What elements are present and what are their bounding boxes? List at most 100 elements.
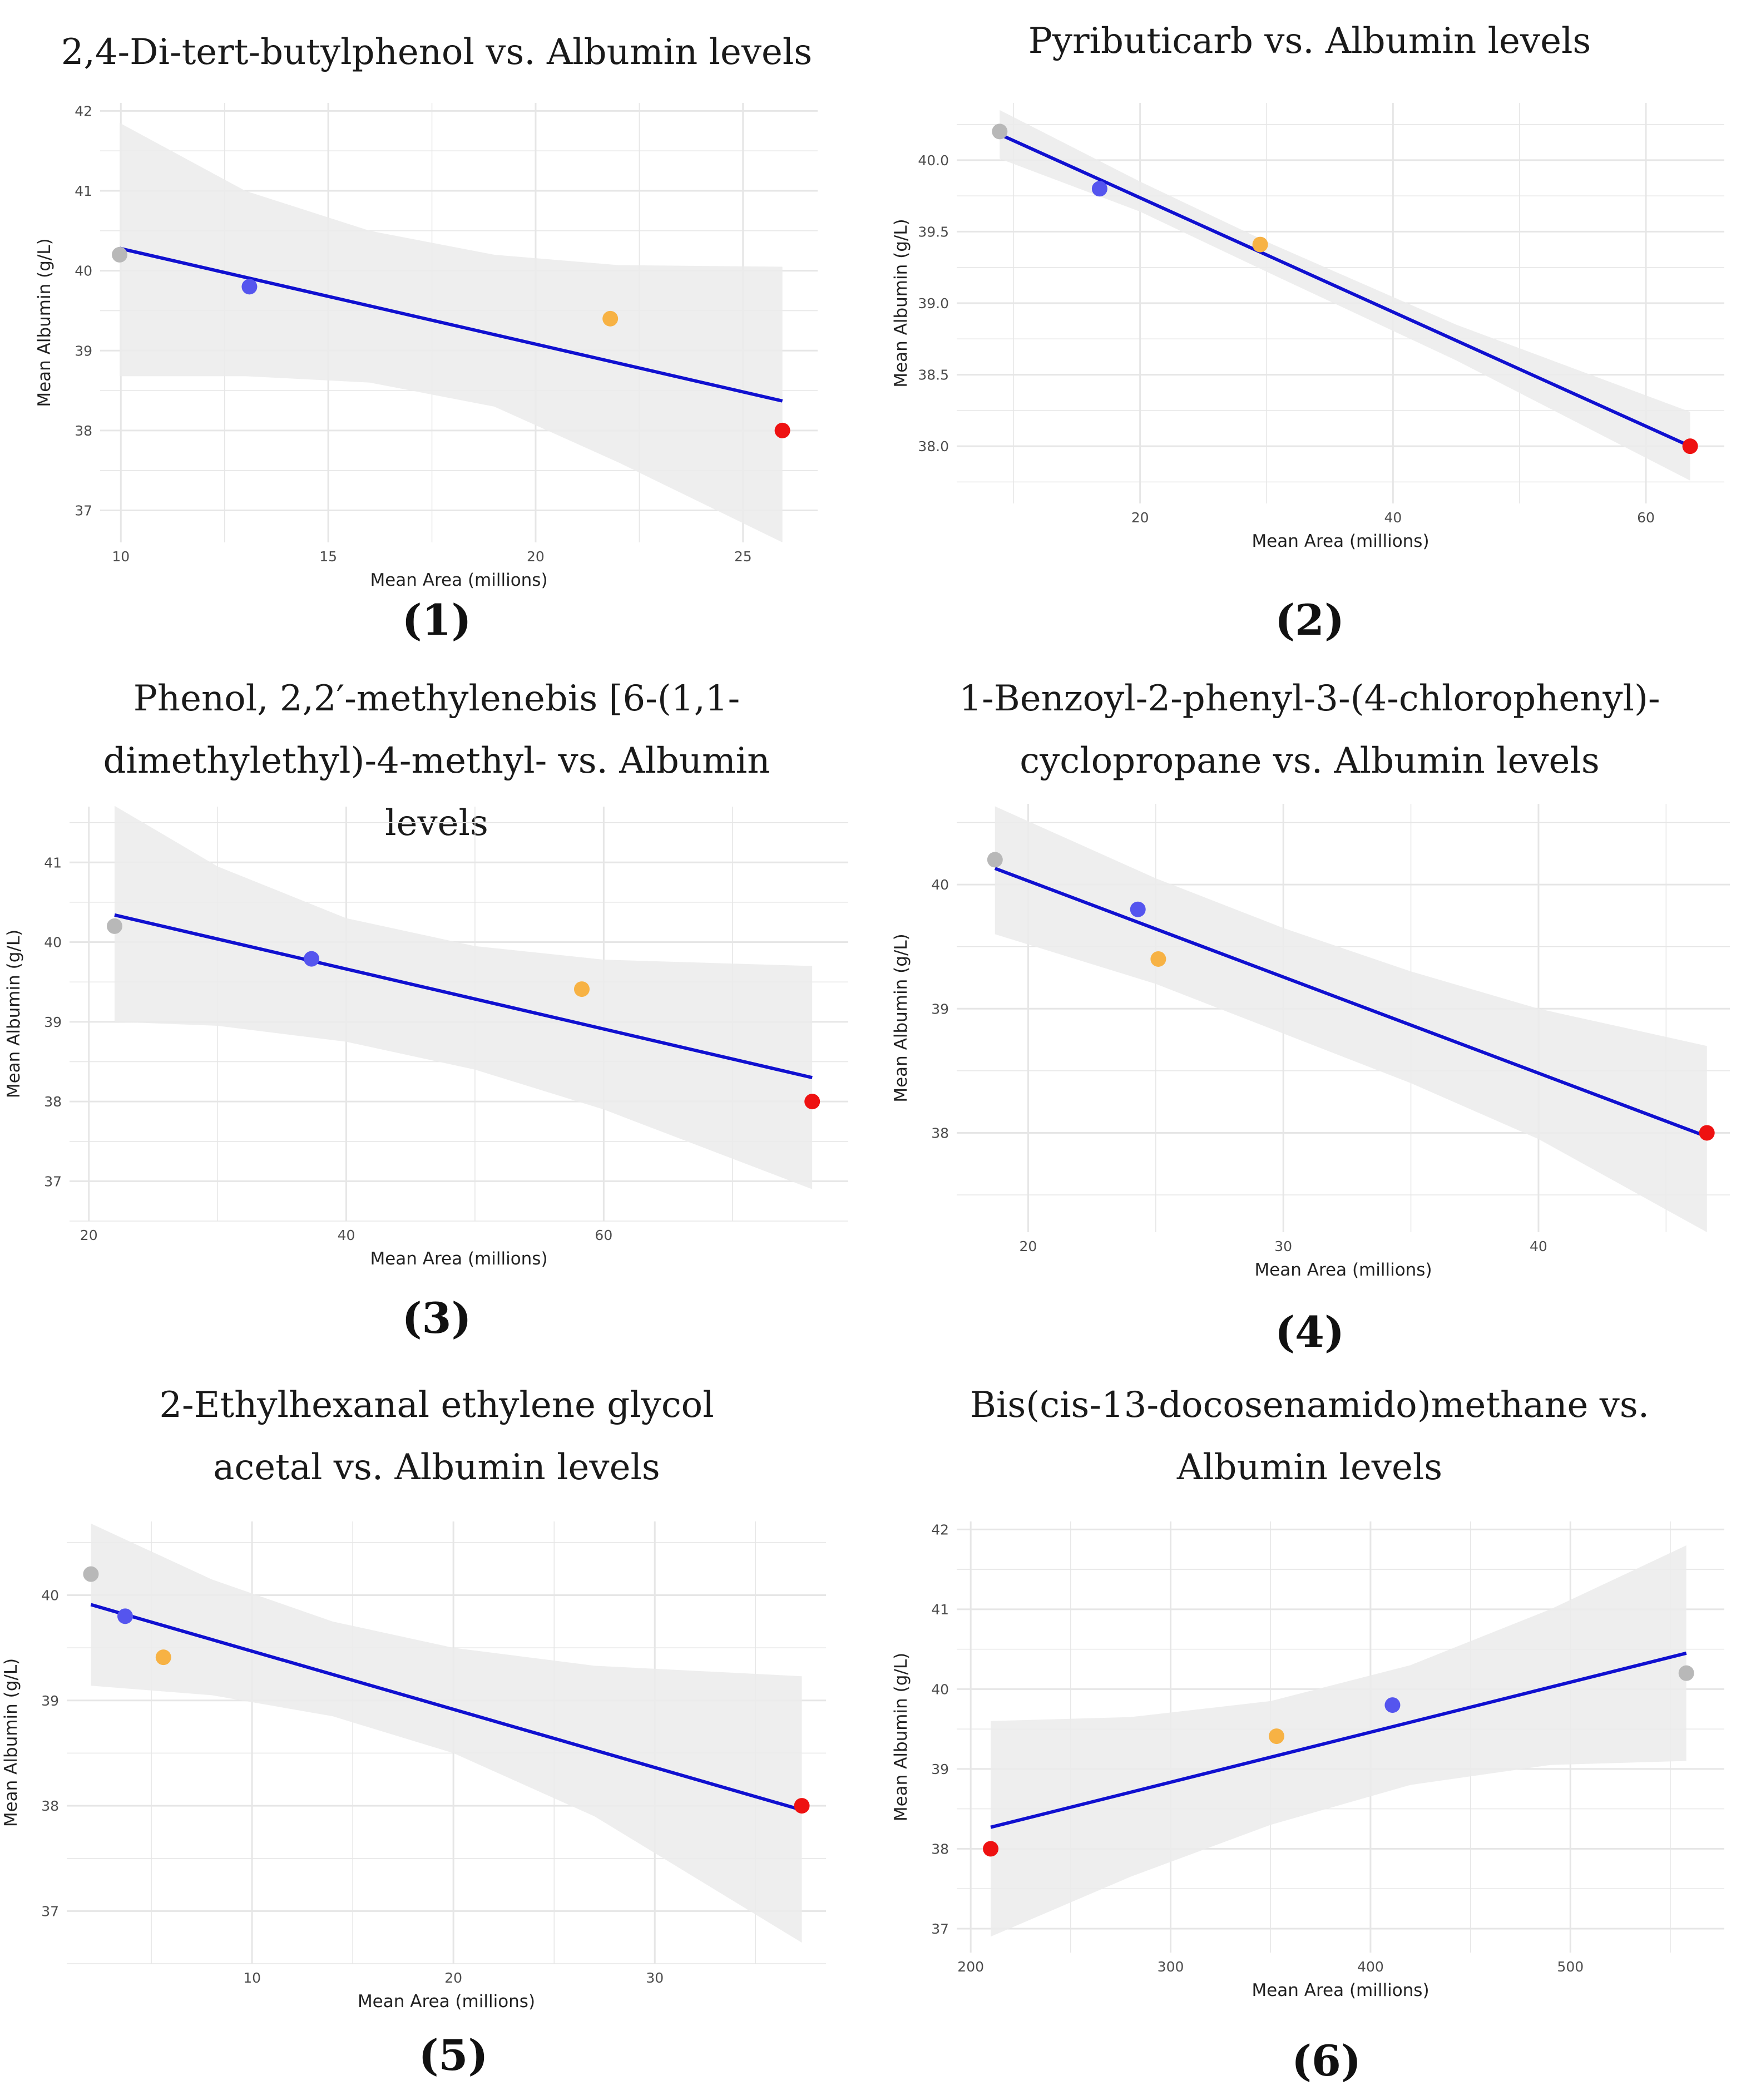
- data-point: [106, 918, 122, 934]
- x-tick-label: 20: [80, 1227, 98, 1243]
- y-tick-label: 38.5: [918, 367, 949, 383]
- panel-caption: (6): [1292, 2036, 1361, 2086]
- panel-caption-number: 6: [1312, 2036, 1341, 2086]
- chart-plot: 200 300 400 500 37 38 39 40 41 42 Mean Area (milli…: [891, 1521, 1724, 2000]
- x-tick-label: 40: [1530, 1238, 1547, 1254]
- data-point: [1699, 1125, 1715, 1141]
- chart-title: Bis(cis-13-docosenamido)methane vs. Albu…: [970, 1385, 1650, 1488]
- data-point: [573, 981, 590, 997]
- chart-title: 1-Benzoyl-2-phenyl-3-(4-chlorophenyl)-cy…: [959, 678, 1660, 782]
- x-tick-label: 20: [444, 1970, 462, 1986]
- x-tick-label: 200: [957, 1959, 984, 1975]
- y-axis-label: Mean Albumin (g/L): [891, 219, 911, 387]
- panel-caption: (2): [1275, 595, 1344, 645]
- chart-panel-6: Bis(cis-13-docosenamido)methane vs. Albu…: [873, 1374, 1746, 2100]
- x-tick-label: 20: [1020, 1238, 1037, 1254]
- y-axis-label: Mean Albumin (g/L): [1, 1658, 21, 1827]
- data-point: [1682, 438, 1698, 454]
- data-point: [992, 123, 1008, 140]
- panel-caption-number: 2: [1295, 595, 1324, 645]
- y-tick-label: 38: [41, 1798, 59, 1814]
- confidence-band: [1000, 110, 1690, 481]
- chart-panel-2: Pyributicarb vs. Albumin levels 20 40 60 38…: [873, 0, 1746, 668]
- y-axis-label: Mean Albumin (g/L): [891, 1653, 911, 1821]
- x-tick-label: 20: [527, 549, 545, 565]
- x-tick-label: 25: [734, 549, 752, 565]
- y-tick-label: 39: [931, 1761, 949, 1777]
- confidence-band: [91, 1523, 802, 1943]
- y-tick-label: 40: [75, 263, 92, 279]
- x-axis-label: Mean Area (millions): [1254, 1260, 1432, 1280]
- x-tick-label: 10: [243, 1970, 261, 1986]
- panel-caption-number: 4: [1295, 1307, 1324, 1357]
- panel-caption-number: 5: [438, 2030, 468, 2080]
- chart-title: Pyributicarb vs. Albumin levels: [1028, 21, 1591, 62]
- x-tick-label: 500: [1557, 1959, 1584, 1975]
- y-tick-label: 37: [41, 1903, 59, 1919]
- regression-line: [990, 1651, 1687, 1829]
- regression-line: [90, 1603, 803, 1812]
- x-tick-label: 40: [338, 1227, 355, 1243]
- chart-title: Phenol, 2,2′-methylenebis [6-(1,1-dimeth…: [103, 678, 770, 844]
- regression-line: [999, 132, 1691, 448]
- x-tick-label: 20: [1131, 510, 1149, 526]
- y-tick-label: 38: [44, 1094, 62, 1110]
- panel-caption: (5): [418, 2030, 488, 2080]
- x-axis-label: Mean Area (millions): [1252, 531, 1429, 551]
- y-tick-label: 41: [931, 1602, 949, 1618]
- y-tick-label: 38: [931, 1841, 949, 1857]
- chart-panel-5: 2-Ethylhexanal ethylene glycol acetal vs…: [0, 1374, 873, 2100]
- y-tick-label: 41: [44, 854, 62, 871]
- y-tick-label: 40: [931, 877, 949, 893]
- panel-caption-number: 3: [422, 1293, 452, 1343]
- panel-caption: (3): [402, 1293, 472, 1343]
- y-tick-label: 39: [75, 343, 92, 359]
- y-tick-label: 41: [75, 183, 92, 199]
- y-tick-label: 37: [44, 1173, 62, 1189]
- y-tick-label: 40: [41, 1588, 59, 1604]
- data-point: [117, 1608, 133, 1624]
- chart-plot: 10 20 30 37 38 39 40 Mean Area (millions) Mean A…: [1, 1521, 826, 2012]
- y-tick-label: 39: [931, 1001, 949, 1017]
- x-tick-label: 30: [646, 1970, 664, 1986]
- x-axis-label: Mean Area (millions): [1252, 1980, 1429, 2000]
- x-axis-label: Mean Area (millions): [370, 570, 547, 590]
- data-point: [1678, 1665, 1694, 1681]
- data-point: [1091, 181, 1107, 197]
- chart-plot: 10 15 20 25 37 38 39 40 41 42 Mean Area (millions)…: [34, 103, 818, 590]
- chart-plot: 20 40 60 37 38 39 40 41 Mean Area (millions) Mean…: [4, 806, 848, 1269]
- panel-caption: (1): [402, 595, 472, 645]
- y-tick-label: 37: [931, 1921, 949, 1937]
- regression-line: [994, 867, 1708, 1138]
- data-point: [1269, 1728, 1284, 1745]
- data-point: [241, 279, 258, 295]
- chart-panel-1: 2,4-Di-tert-butylphenol vs. Albumin leve…: [0, 0, 873, 668]
- y-axis-label: Mean Albumin (g/L): [34, 238, 55, 407]
- data-point: [112, 246, 128, 263]
- y-tick-label: 39: [44, 1014, 62, 1030]
- y-tick-label: 39.5: [918, 224, 949, 240]
- x-axis-label: Mean Area (millions): [358, 1992, 535, 2012]
- data-point: [794, 1798, 810, 1814]
- data-point: [1384, 1697, 1401, 1713]
- y-tick-label: 42: [75, 103, 92, 119]
- data-point: [83, 1566, 99, 1582]
- confidence-band: [995, 806, 1707, 1232]
- y-tick-label: 42: [931, 1521, 949, 1538]
- regression-line: [114, 913, 813, 1080]
- data-point: [155, 1649, 171, 1666]
- y-tick-label: 39: [41, 1693, 59, 1709]
- data-point: [602, 310, 619, 327]
- panel-caption: (4): [1275, 1307, 1344, 1357]
- data-point: [774, 422, 790, 438]
- chart-panel-4: 1-Benzoyl-2-phenyl-3-(4-chlorophenyl)-cy…: [873, 668, 1746, 1374]
- y-axis-label: Mean Albumin (g/L): [891, 933, 911, 1102]
- data-point: [1130, 901, 1146, 917]
- x-axis-label: Mean Area (millions): [370, 1249, 547, 1269]
- regression-line: [119, 246, 783, 403]
- y-tick-label: 38: [75, 423, 92, 439]
- x-tick-label: 40: [1384, 510, 1402, 526]
- y-tick-label: 38: [931, 1125, 949, 1141]
- data-point: [983, 1841, 999, 1857]
- x-tick-label: 60: [1637, 510, 1655, 526]
